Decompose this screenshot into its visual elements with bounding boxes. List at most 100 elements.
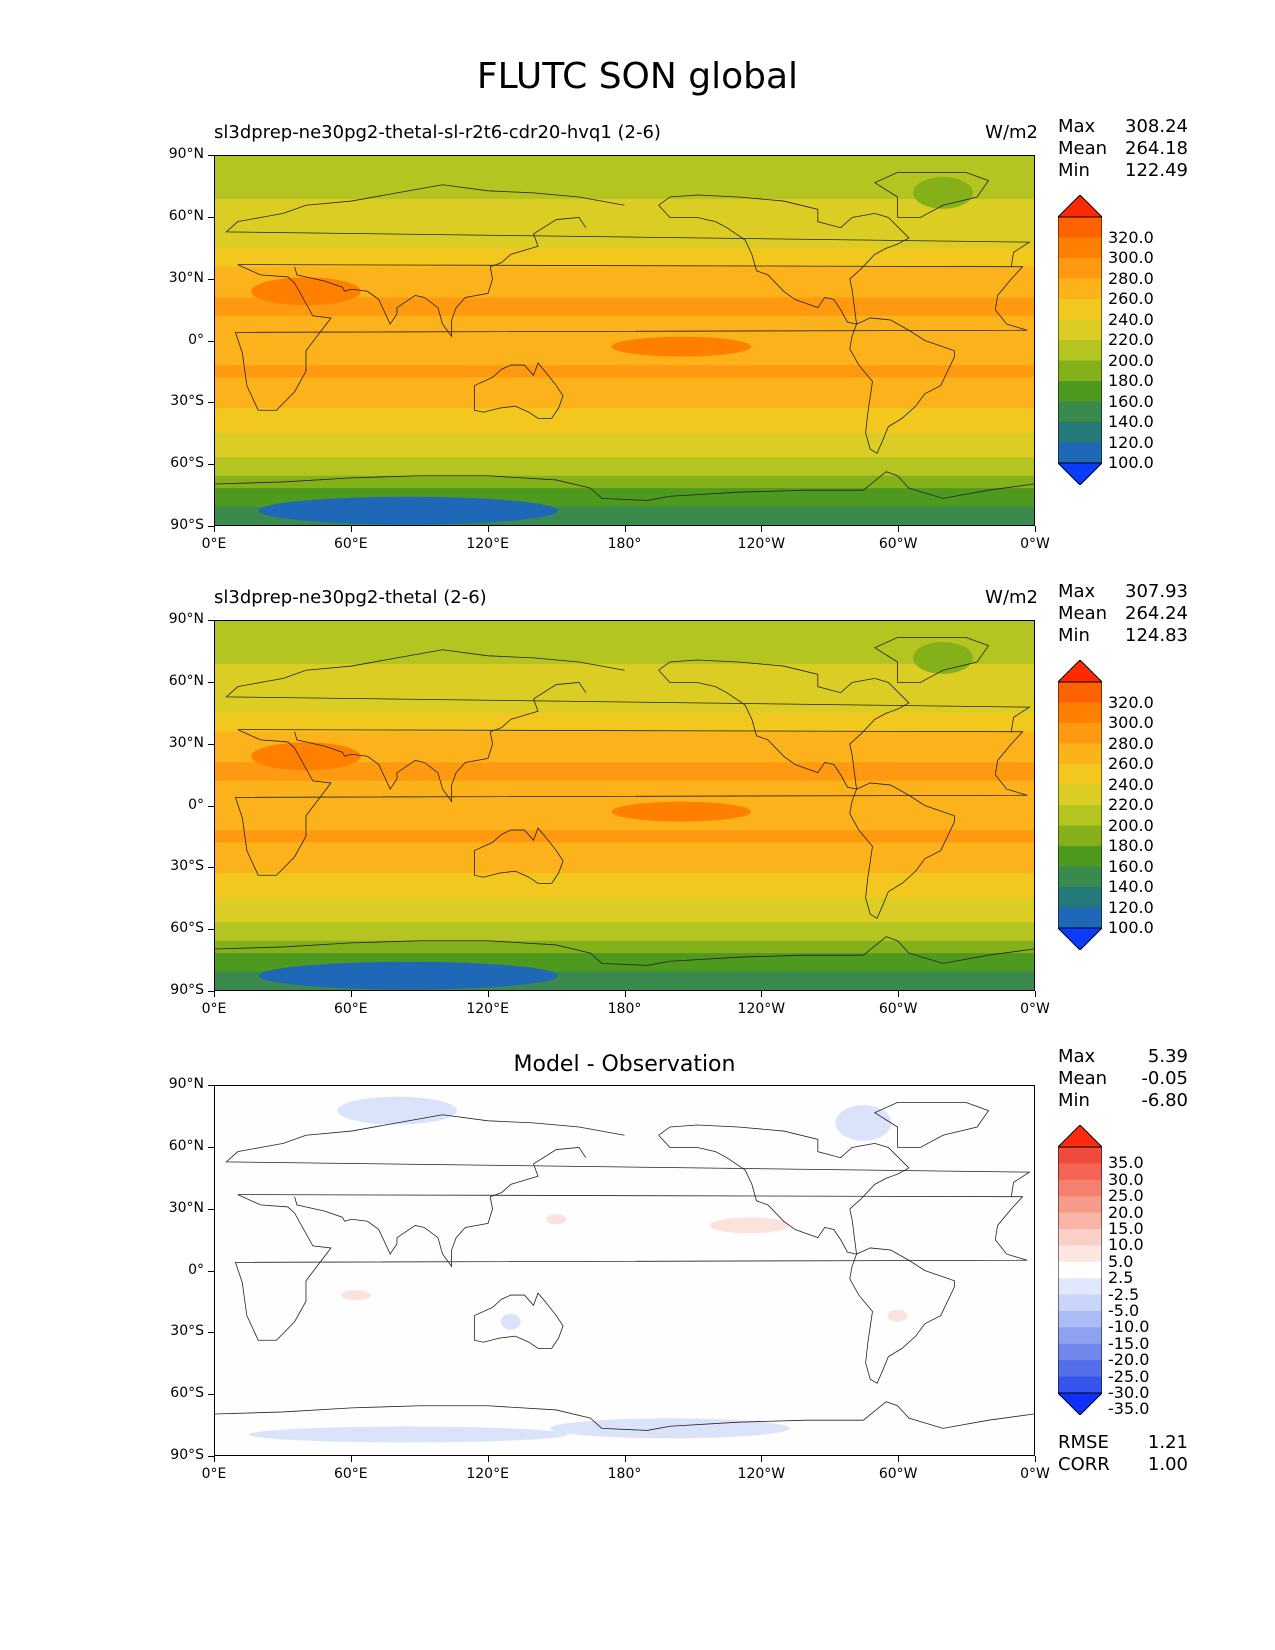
colorbar-swatch [1058, 907, 1102, 929]
colorbar-swatch [1058, 1245, 1102, 1263]
positive-anomaly-region [887, 1309, 908, 1322]
colorbar-container [1056, 194, 1104, 489]
colorbar-swatch [1058, 743, 1102, 765]
y-tick-label: 0° [188, 331, 204, 348]
stat-value: 264.18 [1125, 138, 1188, 159]
stats-block: Max 5.39 Mean -0.05 Min -6.80 [1058, 1046, 1188, 1112]
panel-center-title: Model - Observation [513, 1052, 736, 1077]
contour-band [215, 934, 1034, 942]
contour-band [215, 731, 1034, 739]
contour-band [215, 836, 1034, 843]
contour-band [215, 156, 1034, 163]
y-tick-label: 60°N [168, 207, 204, 224]
colorbar-label: -30.0 [1108, 1383, 1150, 1402]
contour-band [215, 823, 1034, 831]
maritime-continent-region [459, 781, 540, 810]
stat-value: 308.24 [1125, 116, 1188, 137]
y-tick-label: 30°S [170, 393, 204, 410]
stat-row: Mean -0.05 [1058, 1068, 1188, 1090]
contour-band [215, 352, 1034, 360]
contour-band [215, 627, 1034, 634]
x-tick-mark [624, 1456, 626, 1462]
stat-label: Min [1058, 160, 1090, 181]
colorbar-bottom-extend [1056, 462, 1104, 486]
colorbar-swatch [1058, 682, 1102, 703]
colorbar-label: 2.5 [1108, 1268, 1134, 1288]
colorbar-label: 180.0 [1108, 836, 1154, 855]
coastline [234, 729, 1028, 876]
y-tick-label: 30°N [168, 1199, 204, 1216]
x-tick-label: 120°E [466, 536, 509, 552]
coastline [849, 317, 955, 454]
colorbar-swatch [1058, 1163, 1102, 1181]
contour-band [215, 402, 1034, 409]
colorbar-label: 20.0 [1108, 1202, 1144, 1222]
x-tick-mark [214, 1456, 215, 1462]
contour-band [215, 903, 1034, 911]
contour-band [215, 322, 1034, 329]
coastline [658, 659, 910, 790]
contour-band [215, 432, 1034, 440]
colorbar-swatch [1058, 846, 1102, 867]
map-plot-area [214, 1085, 1035, 1456]
x-tick-mark [214, 526, 215, 532]
contour-band [215, 242, 1034, 249]
contour-band [215, 254, 1034, 262]
x-tick-mark [1035, 991, 1036, 997]
contour-band [215, 180, 1034, 188]
y-tick-label: 30°S [170, 858, 204, 875]
colorbar-label: 180.0 [1108, 371, 1154, 390]
contour-band [215, 946, 1034, 954]
coastline [294, 682, 587, 803]
contour-band [215, 645, 1034, 653]
colorbar-swatch [1058, 1179, 1102, 1197]
contour-band [215, 291, 1034, 299]
map-plot-area [214, 620, 1035, 991]
panel-units: W/m2 [985, 587, 1038, 608]
contour-band [215, 500, 1034, 508]
x-tick-label: 120°W [737, 1001, 786, 1017]
coastline [215, 936, 1034, 966]
stat-label: Mean [1058, 138, 1108, 159]
y-tick-label: 60°N [168, 1137, 204, 1154]
contour-band [215, 438, 1034, 446]
colorbar [1056, 659, 1104, 951]
stat-row: Min 124.83 [1058, 625, 1188, 647]
colorbar-label: 10.0 [1108, 1235, 1144, 1255]
contour-band [215, 719, 1034, 727]
y-tick-mark [208, 991, 214, 992]
contour-band [215, 621, 1034, 628]
extra-stats-block: RMSE 1.21 CORR 1.00 [1058, 1432, 1188, 1476]
equatorial-high-region [611, 336, 752, 357]
maritime-continent-region [459, 316, 540, 345]
contour-band [215, 192, 1034, 200]
stat-row: Max 308.24 [1058, 116, 1188, 138]
colorbar-swatch [1058, 422, 1102, 443]
contour-band [215, 983, 1034, 990]
coastline [294, 217, 587, 338]
coastline [873, 637, 990, 683]
stat-row: Mean 264.18 [1058, 138, 1188, 160]
stat-label: Mean [1058, 603, 1108, 624]
contour-band [215, 842, 1034, 850]
colorbar-label: -2.5 [1108, 1284, 1140, 1304]
y-tick-mark [208, 1394, 214, 1396]
colorbar-label: -20.0 [1108, 1350, 1150, 1370]
contour-band [215, 303, 1034, 311]
y-tick-mark [208, 1085, 214, 1086]
coastline [215, 471, 1034, 501]
colorbar-label: 5.0 [1108, 1251, 1134, 1271]
colorbar-swatch [1058, 237, 1102, 259]
stat-label: CORR [1058, 1454, 1110, 1475]
contour-band [215, 475, 1034, 483]
figure-title: FLUTC SON global [476, 56, 799, 97]
colorbar-label: 200.0 [1108, 350, 1154, 370]
colorbar-swatch [1058, 784, 1102, 806]
y-tick-label: 0° [188, 796, 204, 813]
contour-band [215, 217, 1034, 225]
contour-band [215, 229, 1034, 237]
x-tick-mark [1035, 1456, 1036, 1462]
stat-label: Mean [1058, 1068, 1108, 1089]
contour-band [215, 725, 1034, 733]
colorbar-swatch [1058, 1212, 1102, 1230]
